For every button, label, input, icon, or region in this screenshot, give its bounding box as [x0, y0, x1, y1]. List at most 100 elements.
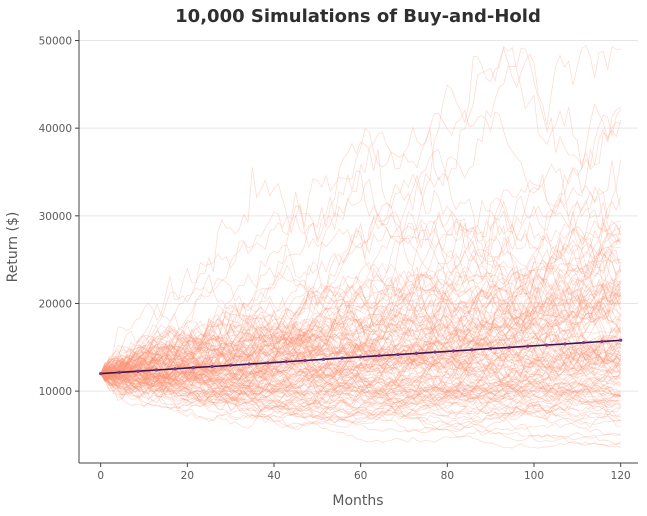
- simulation-path: [100, 335, 621, 407]
- mean-point: [247, 362, 251, 366]
- mean-point: [377, 354, 381, 358]
- simulation-path: [100, 358, 621, 408]
- simulation-path: [100, 160, 622, 377]
- simulation-path: [100, 350, 621, 437]
- simulation-path: [100, 373, 621, 429]
- simulation-path: [100, 353, 621, 405]
- simulation-path: [100, 166, 621, 382]
- x-tick-label: 80: [441, 470, 454, 482]
- simulation-path: [100, 283, 621, 374]
- simulation-path: [100, 360, 621, 421]
- simulation-path: [100, 263, 622, 382]
- simulation-path: [100, 275, 622, 386]
- simulation-path: [100, 320, 622, 381]
- mean-point: [414, 351, 418, 355]
- gridlines: [79, 40, 638, 392]
- simulation-path: [100, 371, 621, 424]
- y-ticks: 10000 20000 30000 40000 50000: [39, 36, 79, 398]
- simulation-path: [100, 109, 621, 374]
- simulation-path: [100, 225, 622, 380]
- simulation-path: [100, 290, 621, 381]
- simulation-path: [100, 282, 621, 391]
- x-tick-label: 100: [524, 470, 544, 482]
- simulation-path: [100, 45, 621, 374]
- simulation-path: [100, 44, 621, 374]
- y-tick-label: 10000: [39, 386, 72, 398]
- simulation-path: [100, 357, 621, 445]
- simulation-path: [100, 343, 621, 402]
- x-axis-label: Months: [332, 493, 383, 509]
- simulation-path: [100, 288, 621, 385]
- simulation-path: [100, 334, 621, 409]
- simulation-path: [100, 330, 621, 389]
- x-tick-label: 60: [354, 470, 367, 482]
- simulation-path: [100, 340, 621, 429]
- simulation-path: [100, 367, 621, 411]
- simulation-path: [100, 324, 621, 412]
- simulation-path: [100, 329, 621, 396]
- mean-point: [433, 350, 437, 354]
- simulation-path: [100, 368, 621, 413]
- simulation-path: [100, 323, 621, 395]
- simulation-path: [100, 362, 621, 425]
- simulation-path: [100, 336, 621, 384]
- simulation-path: [100, 218, 622, 397]
- y-tick-label: 50000: [39, 36, 72, 48]
- simulation-path: [100, 199, 621, 374]
- mean-point: [284, 360, 288, 364]
- simulation-path: [100, 271, 622, 377]
- simulation-path: [100, 229, 622, 395]
- mean-point: [99, 371, 103, 376]
- simulation-path: [100, 332, 621, 396]
- simulation-path: [100, 316, 621, 376]
- simulation-path: [100, 297, 621, 380]
- simulation-path: [100, 326, 621, 389]
- simulation-path: [100, 339, 621, 407]
- simulation-path: [100, 208, 622, 374]
- simulation-path: [100, 356, 621, 430]
- x-tick-label: 120: [611, 470, 631, 482]
- simulation-path: [100, 373, 621, 410]
- simulation-path: [100, 275, 621, 385]
- simulation-path: [100, 259, 622, 374]
- simulation-path: [100, 336, 621, 407]
- simulation-path: [100, 351, 621, 408]
- simulation-path: [100, 246, 622, 374]
- mean-point: [581, 341, 586, 345]
- simulation-path: [100, 289, 621, 387]
- simulation-path: [100, 317, 621, 392]
- simulation-path: [100, 345, 621, 400]
- simulation-path: [100, 354, 621, 403]
- mean-point: [173, 367, 177, 371]
- simulation-path: [100, 362, 621, 408]
- simulation-path: [100, 331, 621, 414]
- simulation-path: [100, 224, 621, 376]
- mean-point: [266, 361, 270, 365]
- simulation-path: [100, 232, 621, 395]
- simulation-path: [100, 233, 621, 385]
- simulation-path: [100, 368, 621, 431]
- mean-point: [321, 357, 326, 361]
- simulation-path: [100, 210, 621, 380]
- simulation-path: [100, 335, 621, 407]
- simulation-path: [100, 350, 621, 424]
- mean-point: [619, 338, 623, 342]
- simulation-path: [100, 302, 621, 379]
- simulation-path: [100, 329, 621, 428]
- simulation-path: [100, 249, 622, 387]
- mean-point: [154, 368, 158, 372]
- simulation-path: [100, 302, 622, 398]
- simulation-path: [100, 284, 622, 374]
- mean-point: [340, 356, 344, 360]
- simulation-path: [100, 107, 621, 400]
- simulation-path: [100, 373, 621, 420]
- simulation-path: [100, 328, 621, 391]
- mean-point: [470, 348, 474, 352]
- simulation-path: [100, 353, 622, 400]
- simulation-path: [100, 276, 621, 387]
- simulation-path: [100, 324, 622, 398]
- simulation-path: [100, 264, 622, 386]
- x-tick-label: 20: [181, 470, 194, 482]
- simulation-path: [100, 293, 621, 386]
- simulation-path: [100, 346, 621, 405]
